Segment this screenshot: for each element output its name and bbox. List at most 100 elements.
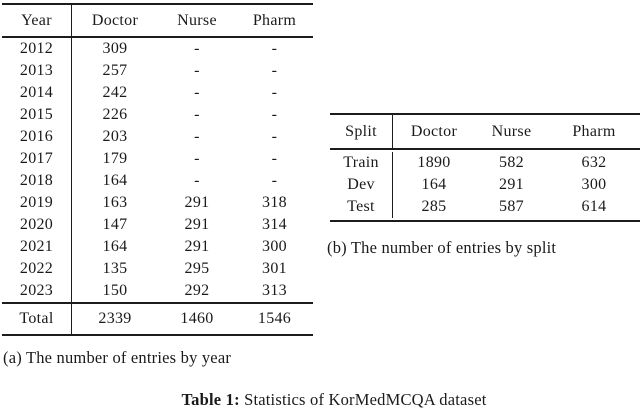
column-header-doctor: Doctor [410, 122, 458, 140]
cell-doctor: 150 [102, 282, 128, 299]
cell-split: Dev [330, 174, 393, 196]
figure-caption-label: Table 1: [181, 390, 240, 409]
cell-doctor: 164 [421, 176, 447, 193]
table-row: 2023 150 292 313 [2, 280, 313, 302]
cell-doctor: 164 [102, 238, 128, 255]
cell-nurse: - [194, 106, 200, 123]
cell-nurse: 291 [184, 238, 210, 255]
cell-nurse: - [194, 128, 200, 145]
column-header-doctor: Doctor [91, 11, 139, 29]
cell-split: Train [330, 152, 393, 174]
table-row: Dev 164 291 300 [330, 174, 640, 196]
cell-doctor: 135 [102, 260, 128, 277]
column-header-nurse: Nurse [491, 122, 532, 140]
cell-doctor: 147 [102, 216, 128, 233]
cell-pharm: 614 [581, 198, 607, 215]
horizontal-rule-top [330, 113, 640, 115]
figure-caption-text: Statistics of KorMedMCQA dataset [244, 390, 487, 409]
column-header-pharm: Pharm [252, 11, 297, 29]
cell-nurse: 295 [184, 260, 210, 277]
cell-pharm: 301 [262, 260, 287, 277]
cell-nurse: 291 [184, 216, 210, 233]
cell-doctor: 163 [102, 194, 128, 211]
cell-doctor: 203 [102, 128, 128, 145]
horizontal-rule-header [2, 36, 313, 38]
cell-year: 2021 [2, 236, 72, 258]
cell-year: 2012 [2, 38, 72, 60]
table-row: Test 285 587 614 [330, 196, 640, 218]
cell-pharm: 314 [262, 216, 287, 233]
cell-nurse: - [194, 150, 200, 167]
cell-nurse: 291 [184, 194, 210, 211]
cell-nurse: 582 [499, 154, 524, 171]
cell-total-doctor: 2339 [98, 309, 132, 327]
table-row: 2021 164 291 300 [2, 236, 313, 258]
cell-year: 2023 [2, 280, 72, 302]
cell-pharm: 632 [581, 154, 607, 171]
cell-pharm: - [271, 106, 278, 123]
table-row: 2012 309 - - [2, 38, 313, 60]
cell-pharm: 300 [262, 238, 287, 255]
cell-total-label: Total [2, 303, 72, 334]
cell-nurse: - [194, 172, 200, 189]
cell-year: 2016 [2, 126, 72, 148]
cell-year: 2015 [2, 104, 72, 126]
table-row: 2020 147 291 314 [2, 214, 313, 236]
cell-doctor: 309 [102, 40, 128, 57]
table-row: 2016 203 - - [2, 126, 313, 148]
cell-pharm: 300 [581, 176, 607, 193]
column-header-split: Split [330, 115, 393, 148]
cell-year: 2018 [2, 170, 72, 192]
cell-nurse: - [194, 62, 200, 79]
cell-doctor: 285 [421, 198, 447, 215]
cell-doctor: 226 [102, 106, 128, 123]
cell-doctor: 164 [102, 172, 128, 189]
table-row: Train 1890 582 632 [330, 152, 640, 174]
horizontal-rule-bottom [2, 333, 313, 336]
cell-nurse: 587 [499, 198, 524, 215]
cell-nurse: - [194, 40, 200, 57]
subcaption-b: (b) The number of entries by split [327, 238, 557, 257]
cell-pharm: - [271, 40, 278, 57]
table-row: 2017 179 - - [2, 148, 313, 170]
subcaption-a: (a) The number of entries by year [3, 348, 232, 367]
cell-nurse: 291 [499, 176, 524, 193]
cell-year: 2017 [2, 148, 72, 170]
cell-split: Test [330, 196, 393, 218]
table-body: 2012 309 - - 2013 257 - - 2014 242 - - 2… [2, 38, 313, 302]
cell-pharm: - [271, 150, 278, 167]
cell-pharm: 313 [262, 282, 287, 299]
table-row: 2019 163 291 318 [2, 192, 313, 214]
table-row: 2018 164 - - [2, 170, 313, 192]
cell-year: 2013 [2, 60, 72, 82]
table-row: 2022 135 295 301 [2, 258, 313, 280]
cell-pharm: - [271, 128, 278, 145]
cell-nurse: 292 [184, 282, 210, 299]
table-header-row: Year Doctor Nurse Pharm [2, 5, 313, 36]
table-header-row: Split Doctor Nurse Pharm [330, 115, 640, 148]
table-row: 2015 226 - - [2, 104, 313, 126]
column-header-nurse: Nurse [177, 11, 217, 29]
cell-year: 2019 [2, 192, 72, 214]
cell-pharm: 318 [262, 194, 287, 211]
cell-pharm: - [271, 62, 278, 79]
column-header-year: Year [2, 5, 72, 36]
cell-pharm: - [271, 84, 278, 101]
cell-doctor: 257 [102, 62, 128, 79]
table-row: 2014 242 - - [2, 82, 313, 104]
horizontal-rule-bottom [330, 220, 640, 222]
table-row: 2013 257 - - [2, 60, 313, 82]
table-body: Train 1890 582 632 Dev 164 291 300 Test … [330, 150, 640, 220]
cell-pharm: - [271, 172, 278, 189]
cell-nurse: - [194, 84, 200, 101]
horizontal-rule-header [330, 148, 640, 150]
column-header-pharm: Pharm [572, 122, 616, 140]
horizontal-rule-top [2, 3, 313, 5]
cell-year: 2020 [2, 214, 72, 236]
cell-doctor: 179 [102, 150, 128, 167]
horizontal-rule-mid [2, 302, 313, 304]
table-entries-by-year: Year Doctor Nurse Pharm 2012 309 - - 201… [2, 3, 313, 336]
table-total-row: Total 2339 1460 1546 [2, 303, 313, 334]
cell-total-pharm: 1546 [257, 309, 292, 327]
cell-year: 2014 [2, 82, 72, 104]
